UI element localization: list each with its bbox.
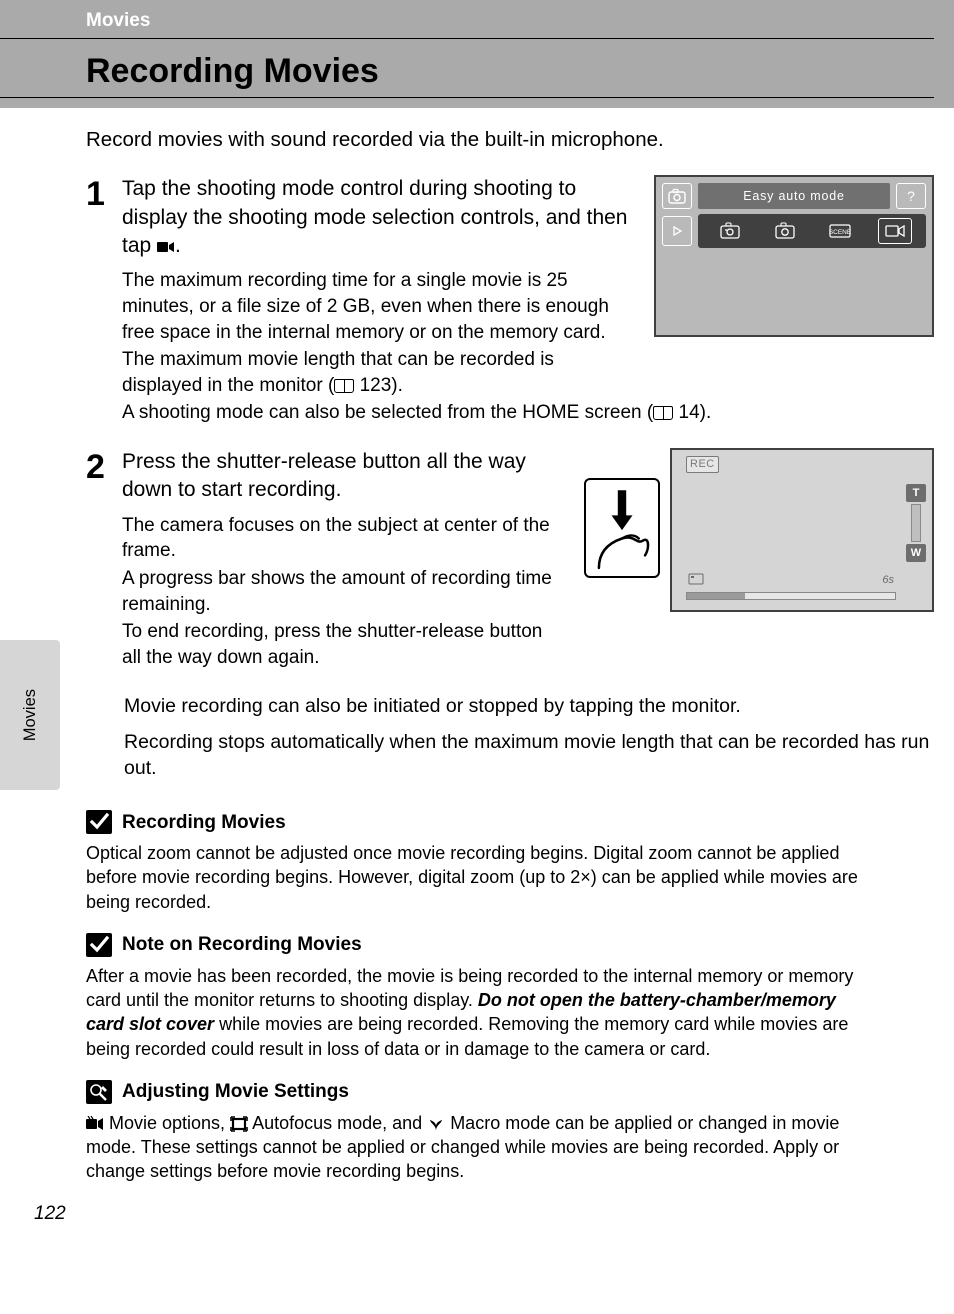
- progress-bar: [686, 592, 896, 600]
- step-1-para-2: The maximum movie length that can be rec…: [122, 347, 636, 398]
- after-step-2: Recording stops automatically when the m…: [124, 729, 934, 782]
- step-number: 2: [86, 448, 122, 673]
- macro-icon: [427, 1116, 445, 1132]
- section-label: Movies: [0, 8, 934, 39]
- note-adjusting-settings: Adjusting Movie Settings Movie options, …: [0, 1079, 954, 1202]
- zoom-w-cap: W: [906, 544, 926, 562]
- autofocus-icon: [230, 1116, 248, 1132]
- zoom-track: [911, 504, 921, 542]
- progress-area: 6s: [686, 573, 896, 600]
- note-recording-movies: Recording Movies Optical zoom cannot be …: [0, 810, 954, 933]
- side-tab-label: Movies: [19, 689, 41, 741]
- playback-chip-icon: [662, 216, 692, 246]
- shoot-mode-chip-icon: [662, 183, 692, 209]
- step-1-heading-after: .: [175, 234, 181, 257]
- page-ref-icon: [334, 379, 354, 393]
- lcd-mode-screen: Easy auto mode ?: [654, 175, 934, 337]
- note-title: Adjusting Movie Settings: [122, 1079, 349, 1105]
- page-title: Recording Movies: [0, 45, 934, 98]
- step-1-heading-before: Tap the shooting mode control during sho…: [122, 177, 628, 257]
- step-1-heading: Tap the shooting mode control during sho…: [122, 175, 636, 260]
- page-ref-icon: [653, 406, 673, 420]
- step-2-heading: Press the shutter-release button all the…: [122, 448, 566, 505]
- mode-movie-icon: [878, 218, 912, 244]
- mode-camera-icon: [768, 218, 802, 244]
- page-number: 122: [0, 1201, 954, 1241]
- step-1: 1 Tap the shooting mode control during s…: [0, 175, 954, 448]
- note-title: Note on Recording Movies: [122, 932, 362, 958]
- memory-icon: [688, 573, 704, 590]
- step-2-para-1: The camera focuses on the subject at cen…: [122, 513, 566, 564]
- note-body: Optical zoom cannot be adjusted once mov…: [86, 841, 868, 914]
- note-title: Recording Movies: [122, 810, 286, 836]
- note-on-recording: Note on Recording Movies After a movie h…: [0, 932, 954, 1079]
- svg-text:SCENE: SCENE: [829, 229, 851, 236]
- side-tab: Movies: [0, 640, 60, 790]
- step-1-para-3: A shooting mode can also be selected fro…: [122, 400, 934, 426]
- time-remaining: 6s: [882, 573, 894, 590]
- pencil-note-icon: [86, 1080, 112, 1104]
- step-number: 1: [86, 175, 122, 428]
- lcd-recording-screen: REC T W 6s: [670, 448, 934, 612]
- mode-scene-icon: SCENE: [823, 218, 857, 244]
- mode-auto-face-icon: [713, 218, 747, 244]
- movie-options-icon: [86, 1116, 104, 1132]
- help-chip: ?: [896, 183, 926, 209]
- note-body: After a movie has been recorded, the mov…: [86, 964, 868, 1061]
- step-2: 2 Press the shutter-release button all t…: [0, 448, 954, 693]
- mode-strip: SCENE: [698, 214, 926, 248]
- movie-mode-icon: [157, 240, 175, 254]
- rec-badge: REC: [686, 456, 719, 473]
- shutter-press-illustration: [584, 478, 660, 578]
- zoom-t-cap: T: [906, 484, 926, 502]
- step-1-para-1: The maximum recording time for a single …: [122, 268, 636, 345]
- header-band: Movies Recording Movies: [0, 0, 954, 108]
- intro-text: Record movies with sound recorded via th…: [0, 126, 954, 176]
- note-body: Movie options, Autofocus mode, and Macro…: [86, 1111, 868, 1184]
- zoom-indicator: T W: [906, 484, 926, 562]
- check-note-icon: [86, 810, 112, 834]
- step-2-para-3: To end recording, press the shutter-rele…: [122, 619, 566, 670]
- lcd-title: Easy auto mode: [698, 183, 890, 209]
- step-2-para-2: A progress bar shows the amount of recor…: [122, 566, 566, 617]
- after-step-1: Movie recording can also be initiated or…: [124, 693, 934, 719]
- check-note-icon: [86, 933, 112, 957]
